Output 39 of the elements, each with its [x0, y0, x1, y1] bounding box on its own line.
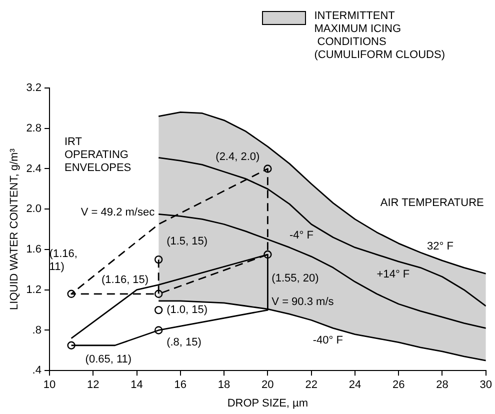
data-label: (1.55, 20): [272, 272, 319, 285]
y-tick-label: 1.2: [26, 284, 42, 296]
data-label: (2.4, 2.0): [216, 150, 260, 163]
y-tick-label: 2.4: [26, 162, 42, 175]
x-tick-label: 30: [480, 379, 492, 392]
x-tick-label: 20: [262, 379, 274, 392]
y-tick-label: 2.8: [26, 122, 42, 134]
x-tick-label: 14: [130, 379, 143, 392]
x-tick-label: 28: [436, 379, 448, 392]
annotation: 32° F: [427, 240, 454, 253]
series-label: +14° F: [376, 268, 410, 281]
series-label: -40° F: [312, 334, 344, 346]
x-tick-label: 26: [392, 379, 405, 392]
x-tick-label: 22: [305, 379, 318, 392]
annotation: AIR TEMPERATURE: [380, 197, 484, 210]
data-label: (.8, 15): [166, 336, 202, 348]
data-label: (0.65, 11): [85, 353, 132, 366]
data-label: (1.0, 15): [166, 304, 208, 316]
annotation: IRT OPERATING ENVELOPES: [64, 136, 132, 174]
x-axis-title: DROP SIZE, µm: [227, 397, 308, 410]
y-tick-label: .4: [32, 364, 42, 377]
series-label: -4° F: [290, 230, 314, 242]
x-tick-label: 18: [218, 379, 230, 392]
y-tick-label: .8: [32, 324, 42, 336]
legend-label: INTERMITTENT MAXIMUM ICING CONDITIONS (CUMULIFORM CLOUDS): [314, 10, 445, 62]
series-label: V = 90.3 m/s: [272, 296, 334, 308]
x-tick-label: 24: [348, 379, 362, 392]
data-label: (1.16, 15): [101, 274, 149, 286]
y-tick-label: 3.2: [26, 82, 42, 94]
y-axis-title: LIQUID WATER CONTENT, g/m³: [8, 148, 21, 310]
y-tick-label: 1.6: [26, 244, 42, 256]
x-tick-label: 10: [43, 379, 56, 392]
y-tick-label: 2.0: [26, 203, 42, 216]
x-tick-label: 12: [87, 379, 100, 392]
series-label: V = 49.2 m/sec: [80, 206, 156, 218]
x-tick-label: 16: [174, 379, 187, 392]
data-label: (1.5, 15): [166, 236, 208, 248]
data-label: (1.16, 11): [49, 248, 78, 273]
point: [154, 306, 163, 314]
